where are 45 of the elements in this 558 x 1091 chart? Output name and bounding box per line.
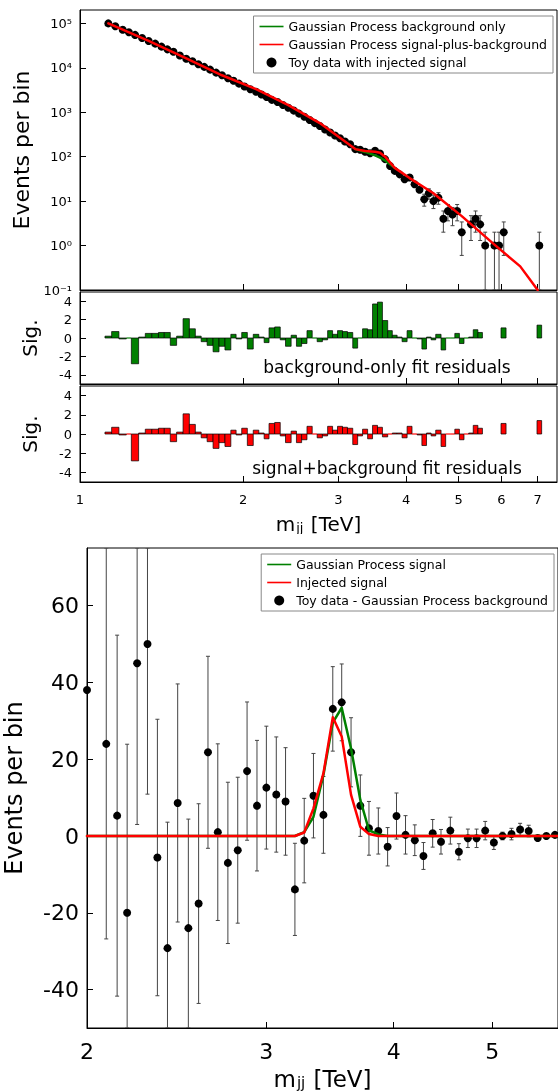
- y-tick-label: -2: [59, 445, 72, 461]
- y-axis-title: Sig.: [18, 415, 42, 453]
- x-axis-title: mjj [TeV]: [273, 1065, 372, 1091]
- legend-label: Injected signal: [296, 575, 388, 590]
- x-tick-label: 1: [75, 491, 85, 507]
- y-tick-label: 2: [63, 312, 72, 328]
- y-tick-label: 10³: [50, 104, 72, 120]
- x-tick-label: 4: [401, 491, 411, 507]
- x-tick-label: 2: [238, 491, 248, 507]
- y-tick-label: -20: [43, 900, 79, 926]
- legend-label: Toy data with injected signal: [287, 55, 467, 70]
- y-tick-label: 2: [63, 407, 72, 423]
- y-tick-label: 0: [63, 426, 72, 442]
- y-tick-label: -4: [59, 367, 72, 383]
- legend-label: Gaussian Process signal-plus-background: [288, 37, 547, 52]
- y-tick-label: -40: [43, 977, 79, 1003]
- x-tick-label: 6: [497, 491, 506, 507]
- y-tick-label: 40: [51, 669, 79, 695]
- y-tick-label: 0: [63, 330, 72, 346]
- y-tick-label: 20: [51, 746, 79, 772]
- legend-label: Gaussian Process background only: [288, 19, 507, 34]
- y-axis-title: Events per bin: [8, 70, 34, 230]
- y-tick-label: 10⁰: [50, 238, 72, 254]
- y-tick-label: 4: [63, 388, 72, 404]
- y-tick-label: 10²: [50, 149, 72, 165]
- y-tick-label: 10⁴: [50, 60, 72, 76]
- x-tick-label: 5: [485, 1038, 500, 1064]
- x-tick-label: 4: [386, 1038, 401, 1064]
- x-tick-label: 3: [259, 1038, 274, 1064]
- x-tick-label: 7: [533, 491, 542, 507]
- x-tick-label: 3: [334, 491, 343, 507]
- x-tick-label: 5: [454, 491, 463, 507]
- y-tick-label: -2: [59, 348, 72, 364]
- y-tick-label: -4: [59, 464, 72, 480]
- y-axis-title: Events per bin: [0, 701, 29, 875]
- legend-label: Gaussian Process signal: [296, 557, 446, 572]
- y-tick-label: 60: [51, 593, 79, 619]
- annotation: background-only fit residuals: [263, 357, 511, 377]
- legend-label: Toy data - Gaussian Process background: [295, 593, 549, 608]
- y-tick-label: 10⁵: [50, 15, 72, 31]
- y-tick-label: 10¹: [50, 193, 72, 209]
- x-axis-title: mjj [TeV]: [275, 512, 362, 536]
- y-axis-title: Sig.: [18, 319, 42, 357]
- y-tick-label: 0: [65, 823, 79, 849]
- annotation: signal+background fit residuals: [252, 458, 522, 478]
